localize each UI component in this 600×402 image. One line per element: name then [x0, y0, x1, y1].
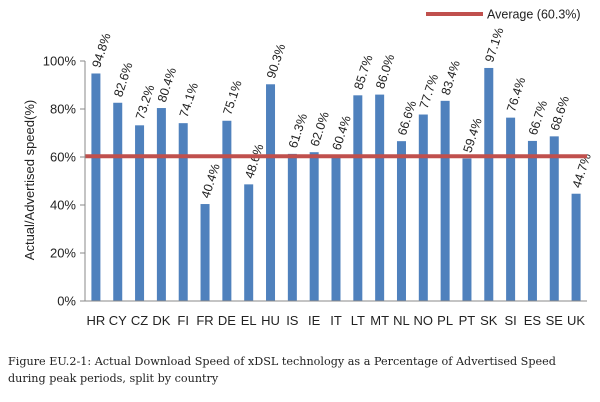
bar-sk — [484, 67, 494, 302]
y-tick-label: 100% — [43, 54, 77, 69]
data-label-hr: 94.8% — [89, 31, 113, 69]
y-tick-label: 40% — [50, 198, 76, 213]
x-tick-label: SK — [480, 313, 498, 328]
x-tick-label: IS — [286, 313, 299, 328]
data-label-sk: 97.1% — [482, 26, 506, 64]
data-label-pt: 59.4% — [460, 116, 484, 154]
x-tick-label: PL — [437, 313, 453, 328]
bar-it — [331, 156, 341, 301]
bar-de — [222, 120, 232, 301]
data-label-no: 77.7% — [417, 72, 441, 110]
bar-mt — [375, 94, 385, 301]
data-label-cy: 82.6% — [111, 61, 135, 99]
bar-is — [287, 153, 297, 301]
x-tick-label: DE — [218, 313, 236, 328]
data-label-el: 48.6% — [242, 142, 266, 180]
y-axis-label: Actual/Advertised speed(%) — [22, 100, 37, 260]
x-tick-label: HU — [261, 313, 280, 328]
bar-fr — [200, 204, 210, 301]
bar-hu — [266, 84, 276, 301]
bar-si — [506, 117, 516, 301]
data-label-it: 60.4% — [330, 114, 354, 152]
x-tick-label: NO — [414, 313, 434, 328]
data-label-fr: 40.4% — [199, 162, 223, 200]
x-tick-label: MT — [370, 313, 389, 328]
x-tick-label: FR — [196, 313, 213, 328]
bar-uk — [571, 193, 581, 301]
x-tick-label: CY — [109, 313, 127, 328]
data-label-de: 75.1% — [220, 79, 244, 117]
data-label-se: 68.6% — [548, 94, 572, 132]
bar-lt — [353, 95, 363, 301]
x-tick-label: EL — [241, 313, 257, 328]
data-label-mt: 86.0% — [373, 52, 397, 90]
y-tick-label: 0% — [57, 294, 76, 309]
bar-nl — [396, 141, 406, 301]
x-tick-label: IE — [308, 313, 321, 328]
legend: Average (60.3%) — [426, 8, 581, 22]
bar-chart: Average (60.3%) Actual/Advertised speed(… — [22, 8, 594, 329]
bar-es — [527, 140, 537, 301]
x-tick-label: CZ — [131, 313, 148, 328]
legend-average-label: Average (60.3%) — [487, 8, 581, 22]
x-tick-label: PT — [459, 313, 476, 328]
bar-cz — [135, 125, 145, 301]
y-tick-label: 60% — [50, 150, 76, 165]
bar-hr — [91, 73, 101, 301]
data-label-ie: 62.0% — [308, 110, 332, 148]
data-label-fi: 74.1% — [177, 81, 201, 119]
x-tick-label: SI — [504, 313, 516, 328]
bar-el — [244, 184, 254, 301]
data-label-is: 61.3% — [286, 112, 310, 150]
x-tick-label: SE — [546, 313, 564, 328]
bar-ie — [309, 152, 319, 301]
data-label-dk: 80.4% — [155, 66, 179, 104]
x-tick-label: LT — [351, 313, 365, 328]
x-tick-label: ES — [524, 313, 542, 328]
figure-caption: Figure EU.2-1: Actual Download Speed of … — [8, 355, 556, 385]
x-tick-label: NL — [393, 313, 410, 328]
x-tick-label: HR — [87, 313, 106, 328]
data-label-si: 76.4% — [504, 76, 528, 114]
bar-pt — [462, 158, 472, 301]
x-tick-label: DK — [152, 313, 170, 328]
x-tick-label: UK — [567, 313, 585, 328]
bar-fi — [178, 123, 188, 301]
data-label-hu: 90.3% — [264, 42, 288, 80]
bar-dk — [156, 108, 166, 301]
y-tick-label: 20% — [50, 246, 76, 261]
x-tick-label: FI — [177, 313, 189, 328]
x-tick-label: IT — [330, 313, 342, 328]
bar-pl — [440, 100, 450, 301]
data-label-nl: 66.6% — [395, 99, 419, 137]
bar-se — [549, 136, 559, 301]
data-label-cz: 73.2% — [133, 83, 157, 121]
y-tick-label: 80% — [50, 102, 76, 117]
data-label-pl: 83.4% — [439, 59, 463, 97]
bar-no — [418, 114, 428, 302]
data-label-lt: 85.7% — [351, 53, 375, 91]
bar-cy — [113, 102, 123, 301]
data-label-es: 66.7% — [526, 99, 550, 137]
